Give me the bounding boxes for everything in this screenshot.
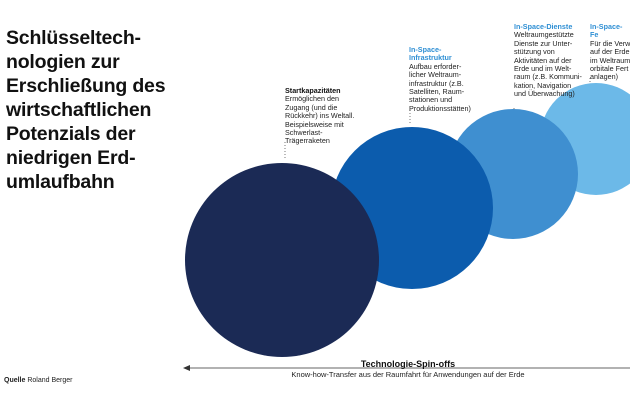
annotation-in-space-infrastruktur: In-Space- Infrastruktur Aufbau erforder-… bbox=[409, 45, 471, 113]
annotation-line: Schwerlast- bbox=[285, 128, 323, 138]
annotation-line: Zugang (und die bbox=[285, 102, 338, 112]
annotation-line: Für die Verw bbox=[590, 38, 630, 48]
annotation-line: Dienste zur Unter- bbox=[514, 38, 573, 48]
annotation-line: Produktionsstätten) bbox=[409, 103, 471, 113]
annotation-heading: Startkapazitäten bbox=[285, 86, 341, 95]
annotation-in-space-fertigung: In-Space-Fe Für die Verw auf der Erde im… bbox=[590, 23, 630, 82]
spinoff-title: Technologie-Spin-offs bbox=[360, 359, 456, 369]
title-line: umlaufbahn bbox=[6, 171, 115, 193]
annotation-line: Weltraumgestützte bbox=[514, 30, 574, 40]
annotation-line: und Überwachung) bbox=[514, 89, 575, 99]
title-line: niedrigen Erd- bbox=[6, 147, 136, 169]
annotation-line: Aktivitäten auf der bbox=[514, 55, 572, 65]
annotation-line: Satelliten, Raum- bbox=[409, 87, 465, 97]
title-line: Schlüsseltech- bbox=[6, 27, 141, 49]
source-note: Quelle Roland Berger bbox=[4, 377, 73, 384]
annotation-line: stationen und bbox=[409, 95, 453, 105]
page-title: Schlüsseltech- nologien zur Erschließung… bbox=[6, 26, 186, 194]
annotation-heading: In-Space-Dienste bbox=[514, 22, 573, 31]
annotation-line: anlagen) bbox=[590, 72, 618, 82]
annotation-line: raum (z.B. Kommuni- bbox=[514, 72, 582, 82]
annotation-in-space-dienste: In-Space-Dienste Weltraumgestützte Diens… bbox=[514, 22, 582, 99]
annotation-line: stützung von bbox=[514, 47, 555, 57]
title-line: Potenzials der bbox=[6, 123, 136, 145]
annotation-line: Trägerraketen bbox=[285, 136, 330, 146]
annotation-line: Erde und im Welt- bbox=[514, 64, 572, 74]
annotation-startkapazitaeten: Startkapazitäten Ermöglichen den Zugang … bbox=[285, 86, 355, 146]
title-line: Erschließung des bbox=[6, 75, 166, 97]
annotation-line: auf der Erde bbox=[590, 47, 630, 57]
annotation-line: Ermöglichen den bbox=[285, 94, 339, 104]
annotation-line: im Weltraum bbox=[590, 55, 630, 65]
title-line: nologien zur bbox=[6, 51, 120, 73]
spinoff-arrow-head bbox=[183, 365, 190, 371]
annotation-line: Beispielsweise mit bbox=[285, 119, 344, 129]
annotation-heading: In-Space-Fe bbox=[590, 23, 623, 40]
annotation-line: Rückkehr) ins Weltall. bbox=[285, 111, 355, 121]
annotation-line: kation, Navigation bbox=[514, 80, 572, 90]
annotation-heading: In-Space- Infrastruktur bbox=[409, 45, 452, 63]
title-line: wirtschaftlichen bbox=[6, 99, 152, 121]
circle-startkapazitaeten bbox=[185, 163, 379, 357]
source-label: Quelle bbox=[4, 377, 26, 384]
source-value: Roland Berger bbox=[27, 377, 73, 384]
annotation-line: licher Weltraum- bbox=[409, 70, 462, 80]
spinoff-subtitle: Know-how-Transfer aus der Raumfahrt für … bbox=[291, 370, 525, 379]
annotation-line: orbitale Fert bbox=[590, 64, 629, 74]
annotation-line: Aufbau erforder- bbox=[409, 61, 462, 71]
annotation-line: infrastruktur (z.B. bbox=[409, 78, 464, 88]
